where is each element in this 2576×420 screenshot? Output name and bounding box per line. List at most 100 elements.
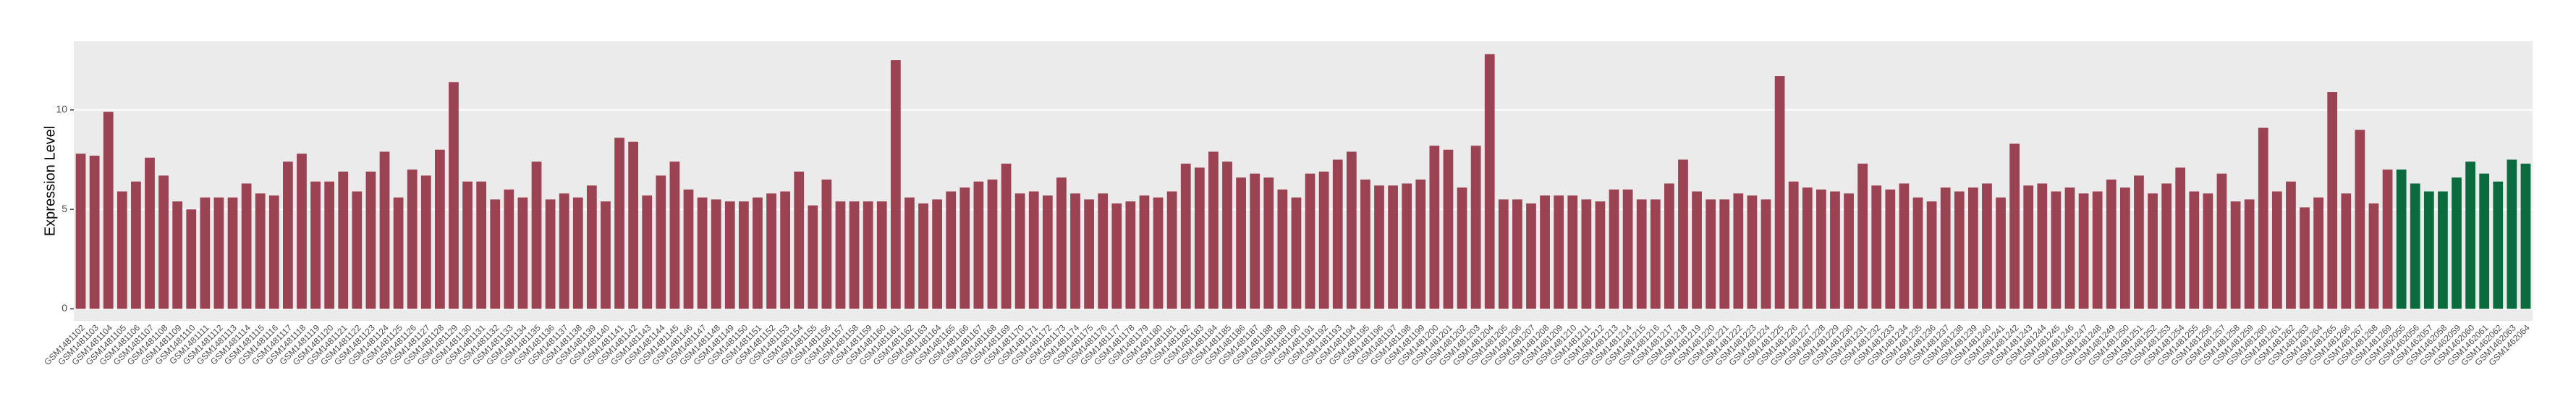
bar [131, 181, 141, 309]
bar [1236, 177, 1246, 309]
bar [1816, 189, 1826, 309]
bar [531, 161, 542, 309]
bar [324, 181, 335, 309]
bar [1609, 189, 1619, 309]
bar [2452, 177, 2462, 309]
bar [1636, 199, 1647, 309]
bar [794, 171, 805, 309]
bar [268, 195, 279, 309]
bar [352, 191, 363, 309]
y-tick-label: 5 [62, 203, 67, 214]
bar [1567, 195, 1578, 309]
bar [393, 197, 404, 309]
bar [1581, 199, 1592, 309]
bar [572, 197, 583, 309]
bar [158, 175, 169, 309]
bar [1443, 149, 1454, 309]
bar [2438, 191, 2448, 309]
bar [946, 191, 957, 309]
y-tick-label: 10 [56, 103, 67, 114]
bar [821, 179, 832, 309]
bar [462, 181, 473, 309]
bar [683, 189, 694, 309]
bar [1954, 191, 1965, 309]
bar [1719, 199, 1730, 309]
bar [186, 209, 197, 309]
bar [1277, 189, 1288, 309]
bar [227, 197, 238, 309]
bar [1415, 179, 1426, 309]
bar [1332, 159, 1343, 309]
bar [283, 161, 293, 309]
bar [2423, 191, 2434, 309]
bar [1926, 201, 1937, 309]
bar [2258, 127, 2268, 309]
bar [476, 181, 487, 309]
bar [738, 201, 749, 309]
bar [711, 199, 721, 309]
bar [1346, 151, 1357, 309]
bar [2493, 181, 2504, 309]
bar [1830, 191, 1840, 309]
bar [876, 201, 887, 309]
bar [1802, 187, 1813, 309]
bar [1554, 195, 1564, 309]
bar [959, 187, 970, 309]
bar [1470, 146, 1481, 309]
bar [973, 181, 984, 309]
bar [1070, 193, 1080, 309]
y-tick-label: 0 [62, 302, 67, 314]
bar [2106, 179, 2117, 309]
bar [1084, 199, 1094, 309]
bar [1622, 189, 1633, 309]
bar [890, 60, 901, 309]
bar [628, 141, 639, 309]
bar [2216, 173, 2227, 309]
bar [310, 181, 321, 309]
bar [697, 197, 708, 309]
bar [559, 193, 569, 309]
bar [753, 197, 763, 309]
bar [1540, 195, 1550, 309]
bar [1982, 183, 1992, 309]
bar [435, 149, 445, 309]
bar [407, 169, 418, 309]
bar [200, 197, 211, 309]
bar [2327, 92, 2338, 309]
bar [724, 201, 735, 309]
bar [2300, 207, 2310, 309]
bar [932, 199, 942, 309]
bar [1374, 185, 1384, 309]
bar [89, 155, 100, 309]
bar [2341, 193, 2352, 309]
bar [2355, 130, 2365, 309]
bar [1692, 191, 1702, 309]
bar [2009, 143, 2020, 309]
bar [2134, 175, 2144, 309]
bar [1001, 163, 1012, 309]
bar [297, 154, 307, 309]
bar [2410, 183, 2420, 309]
bar [420, 175, 431, 309]
bar [2161, 183, 2172, 309]
bar [849, 201, 860, 309]
bar [545, 199, 556, 309]
bar [1305, 173, 1315, 309]
bar [1996, 197, 2006, 309]
bar [1222, 161, 1232, 309]
y-axis-title: Expression Level [42, 126, 58, 236]
bar [642, 195, 653, 309]
bar [2271, 191, 2282, 309]
bar [1706, 199, 1716, 309]
bar [1056, 177, 1067, 309]
bar [987, 179, 998, 309]
bar [1111, 203, 1122, 309]
bar [338, 171, 349, 309]
bar [1360, 179, 1370, 309]
bar [1885, 189, 1896, 309]
bar [2520, 163, 2531, 309]
bar [601, 201, 611, 309]
bar [1291, 197, 1302, 309]
bar [449, 82, 459, 309]
